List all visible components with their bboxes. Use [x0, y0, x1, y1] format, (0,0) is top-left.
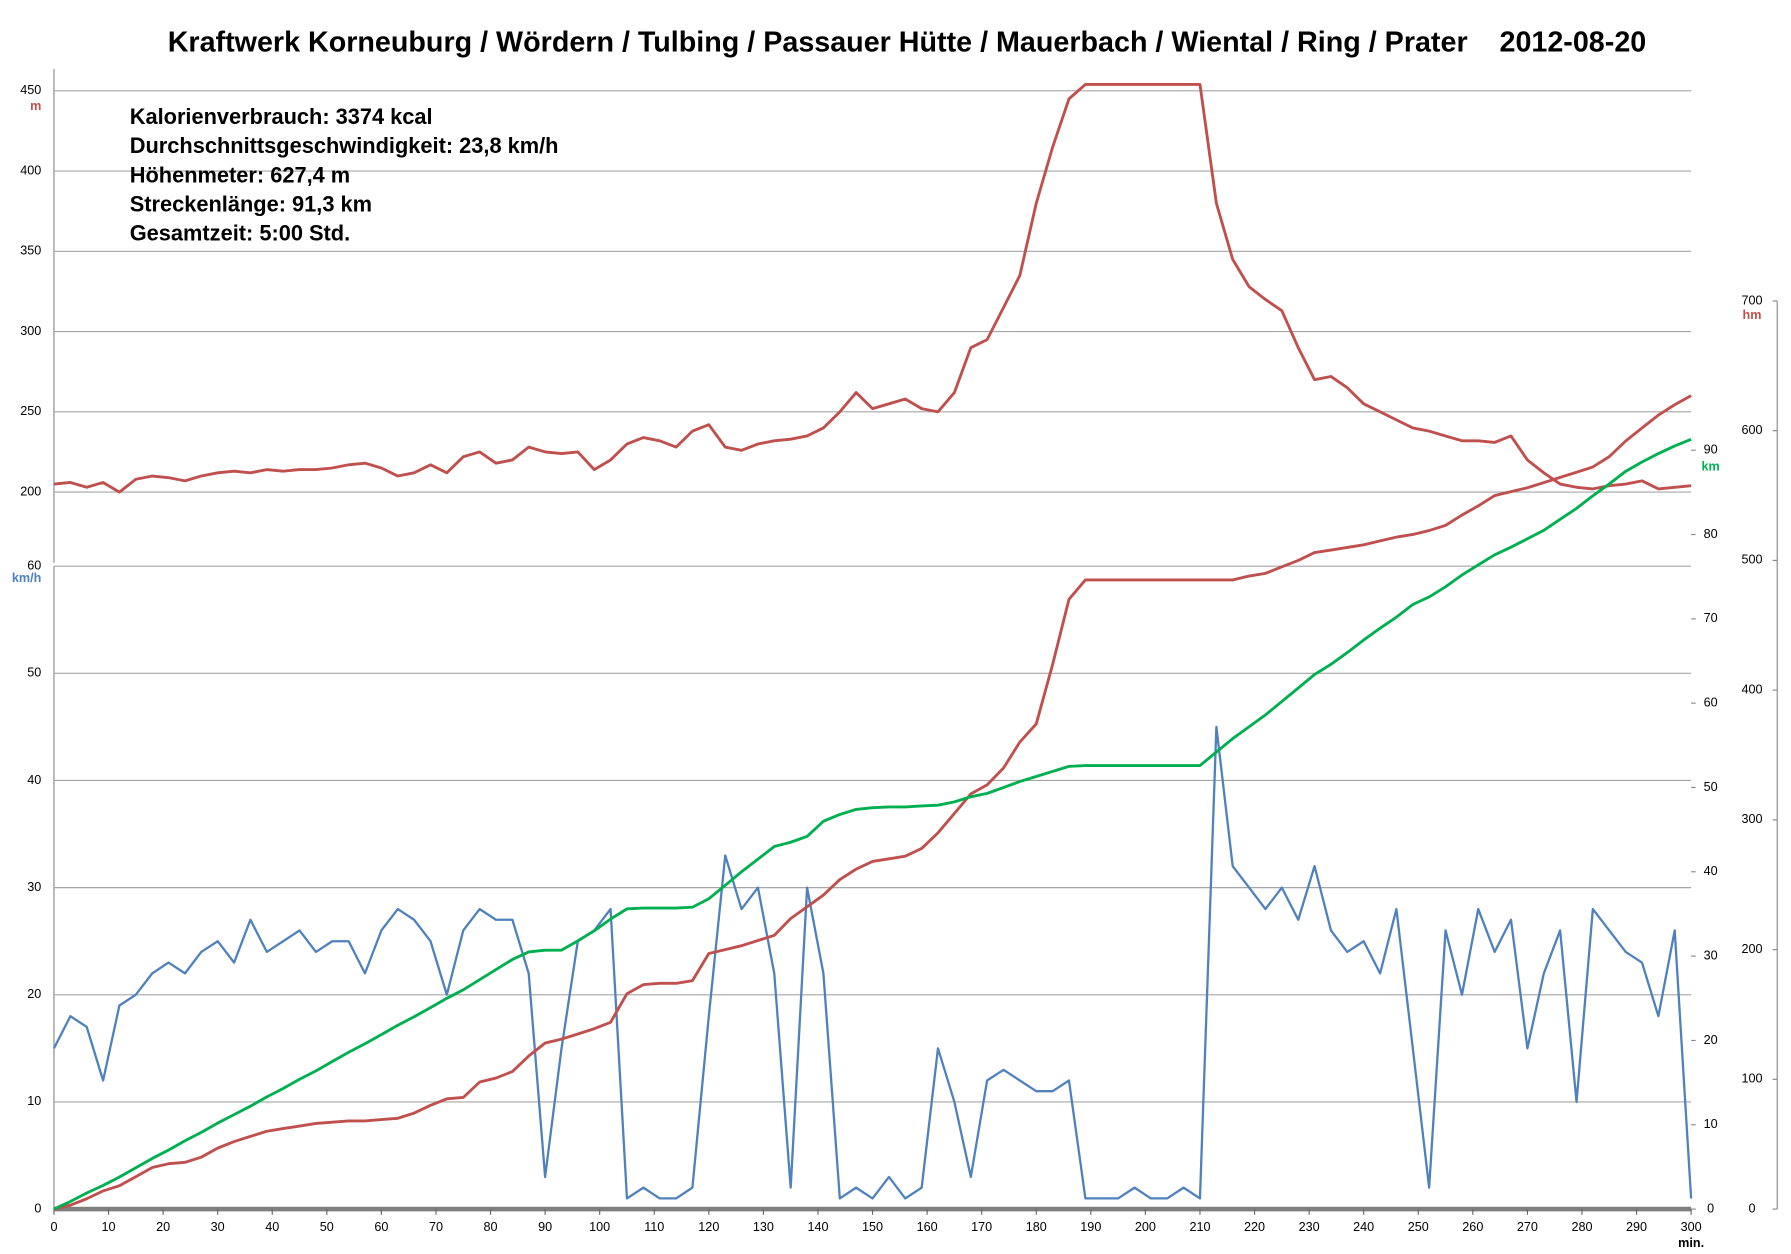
- x-tick-label: 50: [320, 1220, 334, 1234]
- annotation: Streckenlänge: 91,3 km: [130, 191, 372, 216]
- y-tick-label: 30: [27, 880, 41, 894]
- y-tick-label: 300: [1741, 812, 1762, 826]
- x-tick-label: 110: [644, 1220, 664, 1234]
- y-tick-label: 10: [1704, 1117, 1718, 1131]
- chart-title: Kraftwerk Korneuburg / Wördern / Tulbing…: [168, 26, 1647, 58]
- y-tick-label: 450: [20, 83, 41, 97]
- x-tick-label: 40: [265, 1220, 279, 1234]
- x-tick-label: 280: [1571, 1220, 1592, 1234]
- annotation: Gesamtzeit: 5:00 Std.: [130, 220, 350, 245]
- x-tick-label: 170: [971, 1220, 992, 1234]
- x-axis-label: min.: [1678, 1236, 1704, 1250]
- annotation: Höhenmeter: 627,4 m: [130, 162, 350, 187]
- y-tick-label: 250: [20, 404, 41, 418]
- data-line: [53, 394, 1692, 1211]
- x-tick-label: 210: [1189, 1220, 1210, 1234]
- x-tick-label: 70: [429, 1220, 443, 1234]
- y-tick-label: 200: [1741, 942, 1762, 956]
- y-tick-label: 30: [1704, 948, 1718, 962]
- y-tick-label: 50: [27, 666, 41, 680]
- x-tick-label: 30: [211, 1220, 225, 1234]
- y-tick-label: 90: [1704, 443, 1718, 457]
- x-tick-label: 190: [1080, 1220, 1101, 1234]
- x-tick-label: 90: [538, 1220, 552, 1234]
- y-tick-label: 400: [1741, 682, 1762, 696]
- annotation: Durchschnittsgeschwindigkeit: 23,8 km/h: [130, 133, 559, 158]
- x-tick-label: 60: [374, 1220, 388, 1234]
- x-tick-label: 0: [50, 1220, 57, 1234]
- y-axis-unit: km: [1702, 460, 1720, 474]
- y-tick-label: 500: [1741, 553, 1762, 567]
- y-tick-label: 600: [1741, 423, 1762, 437]
- y-tick-label: 60: [27, 558, 41, 572]
- x-tick-label: 180: [1026, 1220, 1047, 1234]
- x-tick-label: 10: [102, 1220, 116, 1234]
- y-tick-label: 10: [27, 1094, 41, 1108]
- annotation: Kalorienverbrauch: 3374 kcal: [130, 104, 433, 129]
- y-tick-label: 80: [1704, 527, 1718, 541]
- y-tick-label: 700: [1741, 293, 1762, 307]
- x-tick-label: 290: [1626, 1220, 1647, 1234]
- data-line: [52, 725, 1693, 1200]
- y-axis-unit: km/h: [12, 571, 41, 585]
- x-tick-label: 160: [917, 1220, 938, 1234]
- y-tick-label: 50: [1704, 780, 1718, 794]
- y-tick-label: 20: [27, 987, 41, 1001]
- x-tick-label: 120: [698, 1220, 719, 1234]
- data-line: [53, 82, 1692, 494]
- y-tick-label: 0: [1748, 1201, 1755, 1215]
- y-tick-label: 40: [27, 773, 41, 787]
- x-tick-label: 130: [753, 1220, 774, 1234]
- x-tick-label: 300: [1681, 1220, 1702, 1234]
- x-tick-label: 220: [1244, 1220, 1265, 1234]
- y-tick-label: 70: [1704, 611, 1718, 625]
- x-tick-label: 20: [156, 1220, 170, 1234]
- data-line: [53, 437, 1692, 1211]
- y-tick-label: 0: [1707, 1201, 1714, 1215]
- x-tick-label: 100: [589, 1220, 610, 1234]
- y-tick-label: 300: [20, 324, 41, 338]
- y-tick-label: 0: [34, 1201, 41, 1215]
- x-tick-label: 150: [862, 1220, 883, 1234]
- x-tick-label: 200: [1135, 1220, 1156, 1234]
- y-axis-unit: hm: [1743, 308, 1762, 322]
- y-tick-label: 350: [20, 244, 41, 258]
- x-tick-label: 250: [1408, 1220, 1429, 1234]
- y-tick-label: 100: [1741, 1072, 1762, 1086]
- x-tick-label: 240: [1353, 1220, 1374, 1234]
- y-tick-label: 40: [1704, 864, 1718, 878]
- y-tick-label: 20: [1704, 1033, 1718, 1047]
- y-tick-label: 200: [20, 484, 41, 498]
- x-tick-label: 230: [1299, 1220, 1320, 1234]
- x-tick-label: 260: [1462, 1220, 1483, 1234]
- y-axis-unit: m: [30, 99, 41, 113]
- x-tick-label: 140: [807, 1220, 828, 1234]
- x-tick-label: 80: [484, 1220, 498, 1234]
- y-tick-label: 60: [1704, 695, 1718, 709]
- x-tick-label: 270: [1517, 1220, 1538, 1234]
- y-tick-label: 400: [20, 163, 41, 177]
